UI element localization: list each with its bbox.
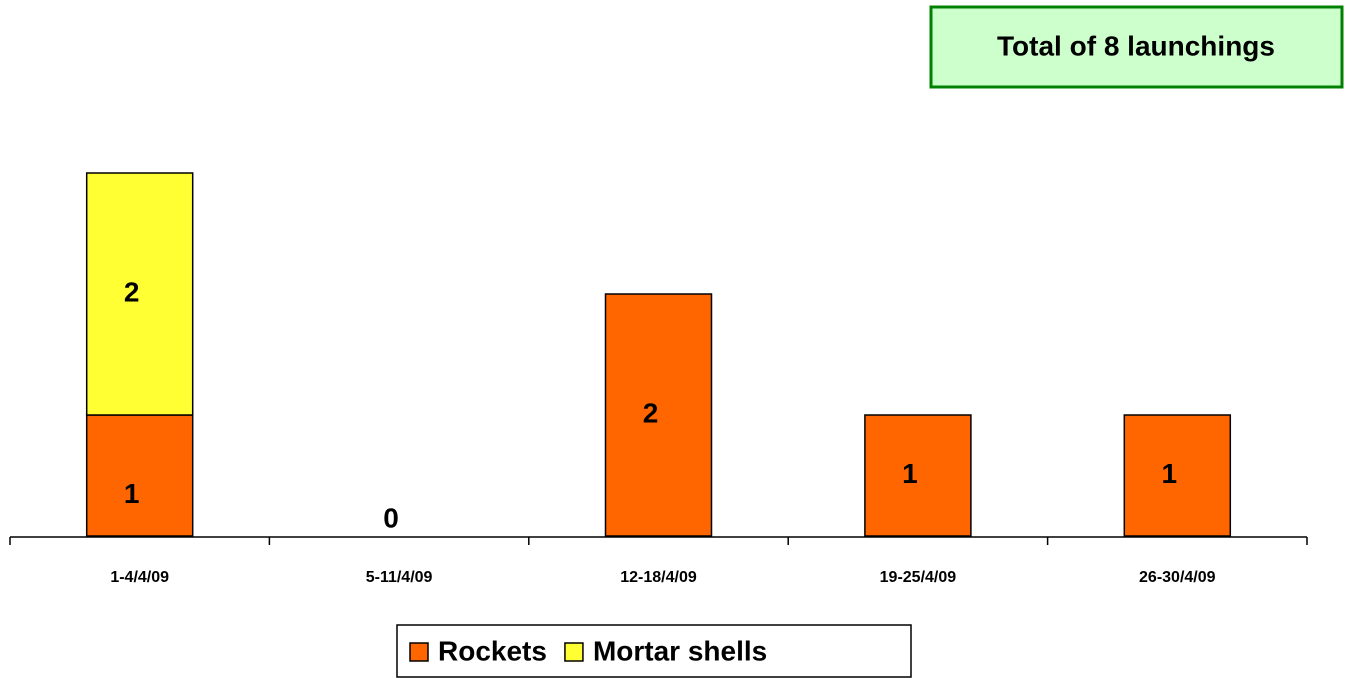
bar-segment (85, 172, 194, 416)
bar-segment (1123, 414, 1232, 537)
value-label: 1 (124, 478, 140, 509)
value-label: 2 (124, 276, 140, 307)
value-label: 0 (383, 502, 399, 533)
legend-swatch (409, 642, 429, 662)
x-tick-label: 26-30/4/09 (1139, 569, 1216, 586)
legend-swatch (564, 642, 584, 662)
annotation-box (929, 5, 1344, 89)
value-label: 2 (643, 397, 659, 428)
bar-segment (85, 414, 194, 537)
bar-segment (604, 293, 713, 537)
legend-box (396, 624, 912, 678)
annotation: Total of 8 launchings (997, 30, 1275, 61)
legend-label: Mortar shells (593, 635, 767, 666)
value-label: 1 (902, 458, 918, 489)
value-label: 1 (1162, 458, 1178, 489)
legend-label: Rockets (438, 635, 547, 666)
x-tick-label: 12-18/4/09 (620, 569, 697, 586)
x-tick-label: 1-4/4/09 (110, 569, 169, 586)
x-tick-label: 5-11/4/09 (366, 569, 433, 586)
bar-segment (864, 414, 972, 537)
x-tick-label: 19-25/4/09 (880, 569, 957, 586)
